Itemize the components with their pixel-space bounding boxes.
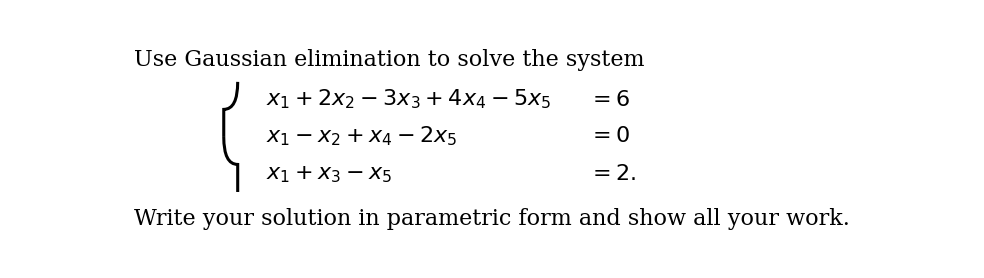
Text: $= 2.$: $= 2.$ [588, 163, 636, 185]
Text: $= 0$: $= 0$ [588, 125, 630, 147]
Text: $x_1 - x_2 + x_4 - 2x_5$: $x_1 - x_2 + x_4 - 2x_5$ [267, 124, 458, 148]
Text: $x_1 + 2x_2 - 3x_3 + 4x_4 - 5x_5$: $x_1 + 2x_2 - 3x_3 + 4x_4 - 5x_5$ [267, 88, 551, 111]
Text: Write your solution in parametric form and show all your work.: Write your solution in parametric form a… [134, 208, 850, 230]
Text: Use Gaussian elimination to solve the system: Use Gaussian elimination to solve the sy… [134, 49, 645, 71]
Text: $x_1 + x_3 - x_5$: $x_1 + x_3 - x_5$ [267, 163, 393, 185]
Text: $= 6$: $= 6$ [588, 89, 630, 111]
